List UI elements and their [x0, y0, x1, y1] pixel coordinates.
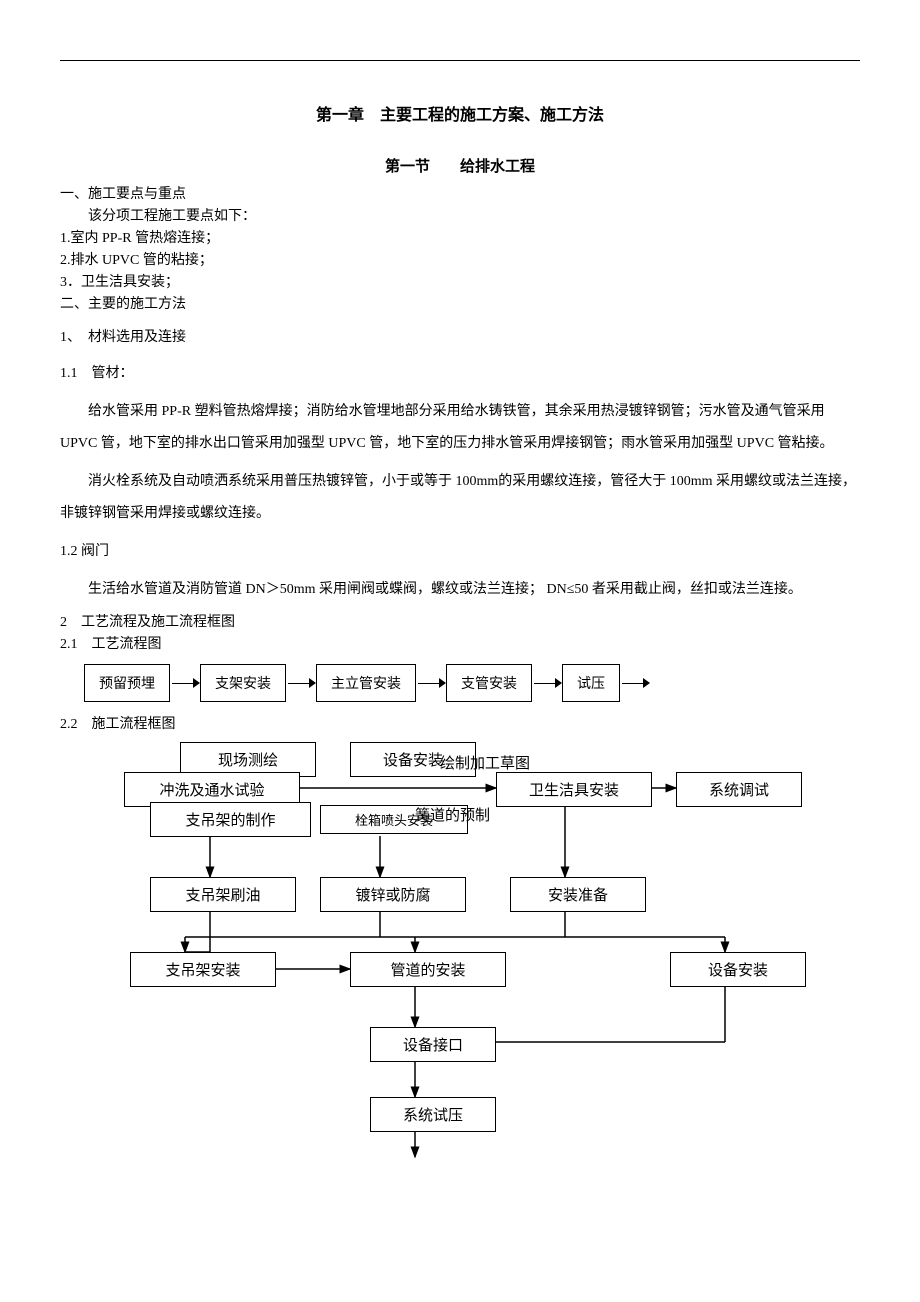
line-5: 3．卫生洁具安装；: [60, 272, 860, 294]
para-3: 生活给水管道及消防管道 DN＞50mm 采用闸阀或蝶阀，螺纹或法兰连接； DN≤…: [60, 574, 860, 606]
flow2-node-dxff: 镀锌或防腐: [320, 877, 466, 912]
flow2-node-azzy: 安装准备: [510, 877, 646, 912]
section-title: 第一节 给排水工程: [60, 155, 860, 176]
heading-2: 2 工艺流程及施工流程框图: [60, 612, 860, 634]
flow1-box: 预留预埋: [84, 664, 170, 702]
arrow-right-icon: [286, 676, 316, 690]
line-2: 该分项工程施工要点如下：: [60, 206, 860, 228]
flow2-node-wsjj: 卫生洁具安装: [496, 772, 652, 807]
flow2-floating-text: 绘制加工草图: [440, 752, 530, 773]
line-6: 二、主要的施工方法: [60, 294, 860, 316]
flow2-node-gdaz: 管道的安装: [350, 952, 506, 987]
line-1: 一、施工要点与重点: [60, 184, 860, 206]
heading-2-2: 2.2 施工流程框图: [60, 714, 860, 736]
heading-1: 1、 材料选用及连接: [60, 324, 860, 352]
top-rule: [60, 60, 860, 61]
flow2-node-xttz: 系统调试: [676, 772, 802, 807]
flow2-floating-text: 簧道的预制: [415, 804, 490, 825]
flow1-box: 支管安装: [446, 664, 532, 702]
flow1-box: 支架安装: [200, 664, 286, 702]
flow2-node-zdjz: 支吊架的制作: [150, 802, 311, 837]
chapter-title: 第一章 主要工程的施工方案、施工方法: [60, 101, 860, 125]
flow1-box: 试压: [562, 664, 620, 702]
heading-1-1: 1.1 管材：: [60, 360, 860, 388]
arrow-right-icon: [170, 676, 200, 690]
para-1: 给水管采用 PP-R 塑料管热熔焊接；消防给水管埋地部分采用给水铸铁管，其余采用…: [60, 396, 860, 460]
arrow-right-icon: [416, 676, 446, 690]
arrow-right-icon: [620, 676, 650, 690]
construction-flowchart: 现场测绘设备安装冲洗及通水试验卫生洁具安装系统调试支吊架的制作栓箱喷头安装支吊架…: [70, 742, 870, 1172]
line-4: 2.排水 UPVC 管的粘接；: [60, 250, 860, 272]
process-flowchart-horizontal: 预留预埋支架安装主立管安装支管安装试压: [84, 664, 860, 702]
arrow-right-icon: [532, 676, 562, 690]
flow2-node-sbjk: 设备接口: [370, 1027, 496, 1062]
flow2-node-zdjaz: 支吊架安装: [130, 952, 276, 987]
flow2-node-xtsy: 系统试压: [370, 1097, 496, 1132]
line-3: 1.室内 PP-R 管热熔连接；: [60, 228, 860, 250]
heading-2-1: 2.1 工艺流程图: [60, 634, 860, 656]
flow1-box: 主立管安装: [316, 664, 416, 702]
flow2-node-sbaz2: 设备安装: [670, 952, 806, 987]
heading-1-2: 1.2 阀门: [60, 538, 860, 566]
document-page: 第一章 主要工程的施工方案、施工方法 第一节 给排水工程 一、施工要点与重点 该…: [0, 0, 920, 1212]
para-2: 消火栓系统及自动喷洒系统采用普压热镀锌管，小于或等于 100mm的采用螺纹连接，…: [60, 466, 860, 530]
flow2-node-zdjsy: 支吊架刷油: [150, 877, 296, 912]
